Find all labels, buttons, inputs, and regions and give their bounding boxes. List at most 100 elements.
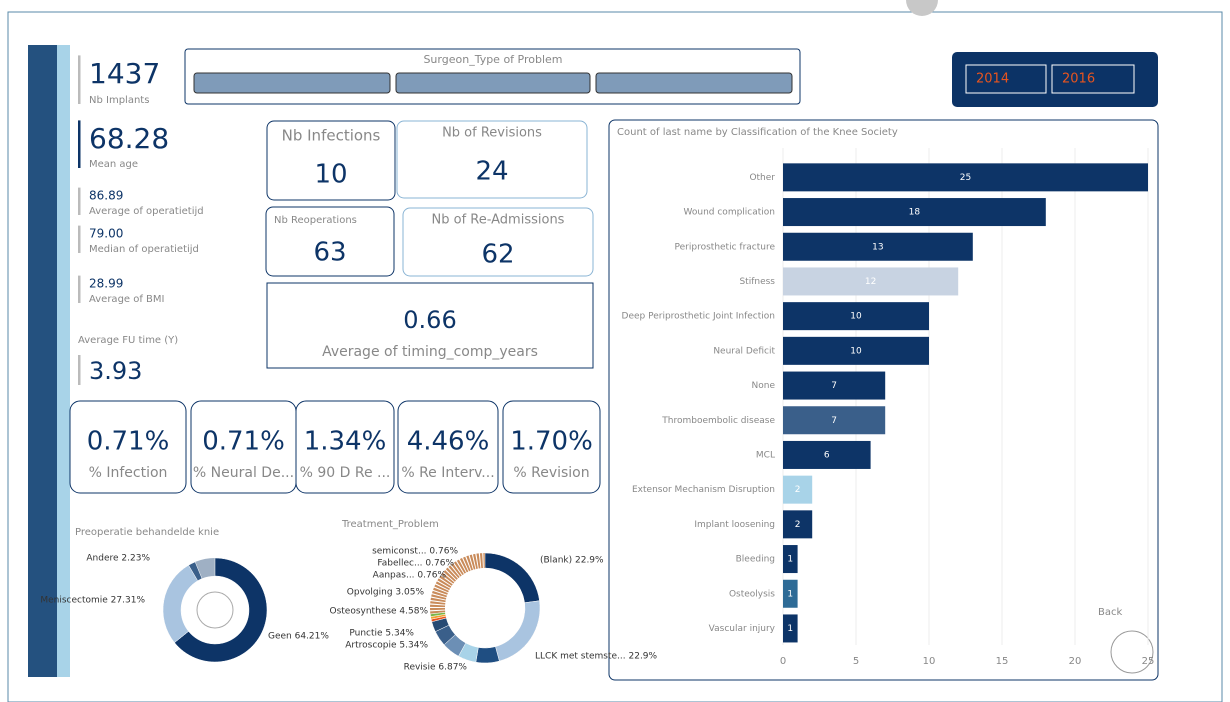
back-button[interactable]: Back <box>1098 607 1122 618</box>
y-tick-label: Deep Periprosthetic Joint Infection <box>622 312 775 322</box>
percent-value: 1.70% <box>510 427 593 457</box>
slice-label: Punctie 5.34% <box>349 629 414 639</box>
bar <box>783 198 1046 227</box>
slice-label: Geen 64.21% <box>268 632 329 642</box>
kpi-label: Mean age <box>89 159 138 170</box>
y-tick-label: Neural Deficit <box>713 346 775 356</box>
kpi-label: Average of BMI <box>89 294 165 305</box>
slice-label: (Blank) 22.9% <box>540 556 604 566</box>
kpi-card <box>266 282 594 369</box>
x-tick-label: 15 <box>996 656 1009 667</box>
data-label: 12 <box>865 277 876 287</box>
data-label: 2 <box>795 520 801 530</box>
bar <box>783 232 973 261</box>
kpi-value: 79.00 <box>89 227 123 241</box>
bar <box>783 475 813 504</box>
bar <box>783 614 798 643</box>
slice <box>475 646 500 664</box>
logo <box>1110 630 1154 674</box>
side-bar <box>28 45 57 677</box>
data-label: 7 <box>831 381 837 391</box>
card-value: 62 <box>481 240 514 270</box>
x-tick-label: 25 <box>1142 656 1155 667</box>
logo <box>196 591 234 629</box>
chart-title: Treatment_Problem <box>341 519 439 530</box>
data-label: 7 <box>831 416 837 426</box>
bar <box>783 371 886 400</box>
slice-label: LLCK met stemste... 22.9% <box>535 652 658 662</box>
bar <box>783 440 871 469</box>
kpi-card <box>266 120 396 201</box>
data-label: 10 <box>850 312 862 322</box>
kpi-label: Nb Implants <box>89 95 149 106</box>
card-value: 63 <box>313 238 346 268</box>
kpi-value: 3.93 <box>89 357 142 385</box>
percent-label: % Revision <box>513 465 589 481</box>
y-tick-label: Wound complication <box>684 208 776 218</box>
slice <box>430 612 446 617</box>
percent-value: 0.71% <box>202 427 285 457</box>
data-label: 1 <box>787 555 793 565</box>
slice-label: Meniscectomie 27.31% <box>40 596 145 606</box>
x-tick-label: 5 <box>853 656 859 667</box>
kpi-label: Average FU time (Y) <box>78 335 178 346</box>
kpi-accent <box>78 225 81 253</box>
card-label: Nb Infections <box>282 127 381 145</box>
slice <box>174 557 268 663</box>
data-label: 13 <box>872 242 883 252</box>
card-label: Average of timing_comp_years <box>322 344 538 360</box>
year[interactable]: 2014 <box>976 72 1009 87</box>
kpi-card <box>265 206 395 277</box>
slice-label: Artroscopie 5.34% <box>345 641 428 651</box>
x-tick-label: 10 <box>923 656 936 667</box>
slicer-button[interactable] <box>595 72 793 94</box>
card-value: 24 <box>475 157 508 187</box>
kpi-accent <box>78 275 81 303</box>
slice <box>188 561 203 582</box>
kpi-accent <box>78 355 81 385</box>
bar <box>783 406 886 435</box>
percent-label: % Neural De... <box>193 465 294 481</box>
year[interactable]: 2016 <box>1062 72 1095 87</box>
bar <box>783 336 929 365</box>
kpi-card <box>396 120 588 199</box>
y-tick-label: Other <box>749 173 775 183</box>
kpi-card <box>402 207 594 277</box>
bar <box>783 579 798 608</box>
kpi-label: Median of operatietijd <box>89 244 199 255</box>
data-label: 1 <box>787 624 793 634</box>
slicer-button[interactable] <box>395 72 591 94</box>
slice-label: semiconst... 0.76% <box>372 547 458 557</box>
data-label: 6 <box>824 450 830 460</box>
percent-label: % Infection <box>89 465 168 481</box>
kpi-value: 28.99 <box>89 277 123 291</box>
chart-title: Count of last name by Classification of … <box>617 127 898 138</box>
percent-value: 1.34% <box>304 427 387 457</box>
percent-card <box>69 400 187 494</box>
kpi-value: 68.28 <box>89 122 169 155</box>
card-label: Nb of Revisions <box>442 126 542 141</box>
data-label: 2 <box>795 485 801 495</box>
year-box[interactable] <box>1051 64 1135 94</box>
percent-value: 0.71% <box>87 427 170 457</box>
percent-card <box>295 400 395 494</box>
slicer-button[interactable] <box>193 72 391 94</box>
percent-label: % 90 D Re ... <box>300 465 391 481</box>
y-tick-label: Periprosthetic fracture <box>675 242 776 252</box>
year-box[interactable] <box>965 64 1047 94</box>
bar <box>783 267 959 296</box>
y-tick-label: Stifness <box>739 277 775 287</box>
chart-panel <box>608 119 1159 681</box>
y-tick-label: None <box>752 381 776 391</box>
percent-label: % Re Interv... <box>401 465 494 481</box>
slice-label: Revisie 6.87% <box>404 663 468 673</box>
decoration <box>906 0 938 16</box>
y-tick-label: Extensor Mechanism Disruption <box>632 485 775 495</box>
y-tick-label: Implant loosening <box>694 520 775 530</box>
kpi-accent <box>78 187 81 215</box>
percent-card <box>397 400 499 494</box>
bar <box>783 163 1148 192</box>
data-label: 10 <box>850 346 862 356</box>
